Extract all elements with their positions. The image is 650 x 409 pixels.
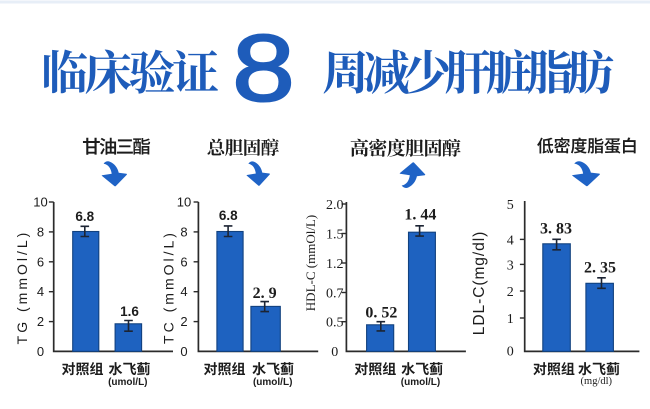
svg-text:8: 8 [37,225,44,240]
svg-text:0: 0 [507,344,514,359]
svg-text:6: 6 [180,254,187,269]
svg-text:2: 2 [37,314,44,329]
svg-text:1.6: 1.6 [120,304,139,319]
svg-text:2. 9: 2. 9 [253,285,277,302]
svg-text:5: 5 [507,198,514,213]
svg-text:1. 44: 1. 44 [404,206,436,223]
svg-text:8: 8 [232,16,295,121]
svg-text:0. 52: 0. 52 [365,305,397,322]
svg-text:(umol/L): (umol/L) [401,377,440,388]
svg-text:1: 1 [507,312,514,327]
svg-text:(umol/L): (umol/L) [108,377,147,388]
svg-text:TG (mmOl/L): TG (mmOl/L) [14,230,30,345]
svg-text:3. 83: 3. 83 [540,220,572,237]
svg-text:10: 10 [177,195,191,210]
svg-text:0.7: 0.7 [326,286,344,301]
svg-text:2: 2 [180,314,187,329]
svg-text:0.5: 0.5 [326,316,344,331]
svg-text:2. 35: 2. 35 [584,260,616,277]
svg-text:10: 10 [33,195,47,210]
svg-text:(umol/L): (umol/L) [253,377,292,388]
svg-text:0: 0 [37,344,44,359]
svg-text:1.5: 1.5 [326,227,344,242]
svg-text:3: 3 [507,258,514,273]
svg-text:1.2: 1.2 [326,257,344,272]
svg-text:6.8: 6.8 [219,208,238,223]
svg-text:6: 6 [37,254,44,269]
svg-text:4: 4 [37,284,44,299]
svg-text:TC (mmOl/L): TC (mmOl/L) [161,230,177,344]
svg-text:2.0: 2.0 [326,198,344,213]
svg-text:4: 4 [507,233,514,248]
svg-text:0: 0 [180,344,187,359]
svg-text:4: 4 [180,284,187,299]
svg-text:LDL-C(mg/dl): LDL-C(mg/dl) [471,231,488,335]
svg-text:6.8: 6.8 [75,209,94,224]
svg-text:0: 0 [331,345,338,360]
svg-text:8: 8 [180,225,187,240]
svg-text:(mg/dl): (mg/dl) [581,376,613,387]
svg-text:HDL-C (mmOl/L): HDL-C (mmOl/L) [303,215,318,311]
svg-text:2: 2 [507,285,514,300]
